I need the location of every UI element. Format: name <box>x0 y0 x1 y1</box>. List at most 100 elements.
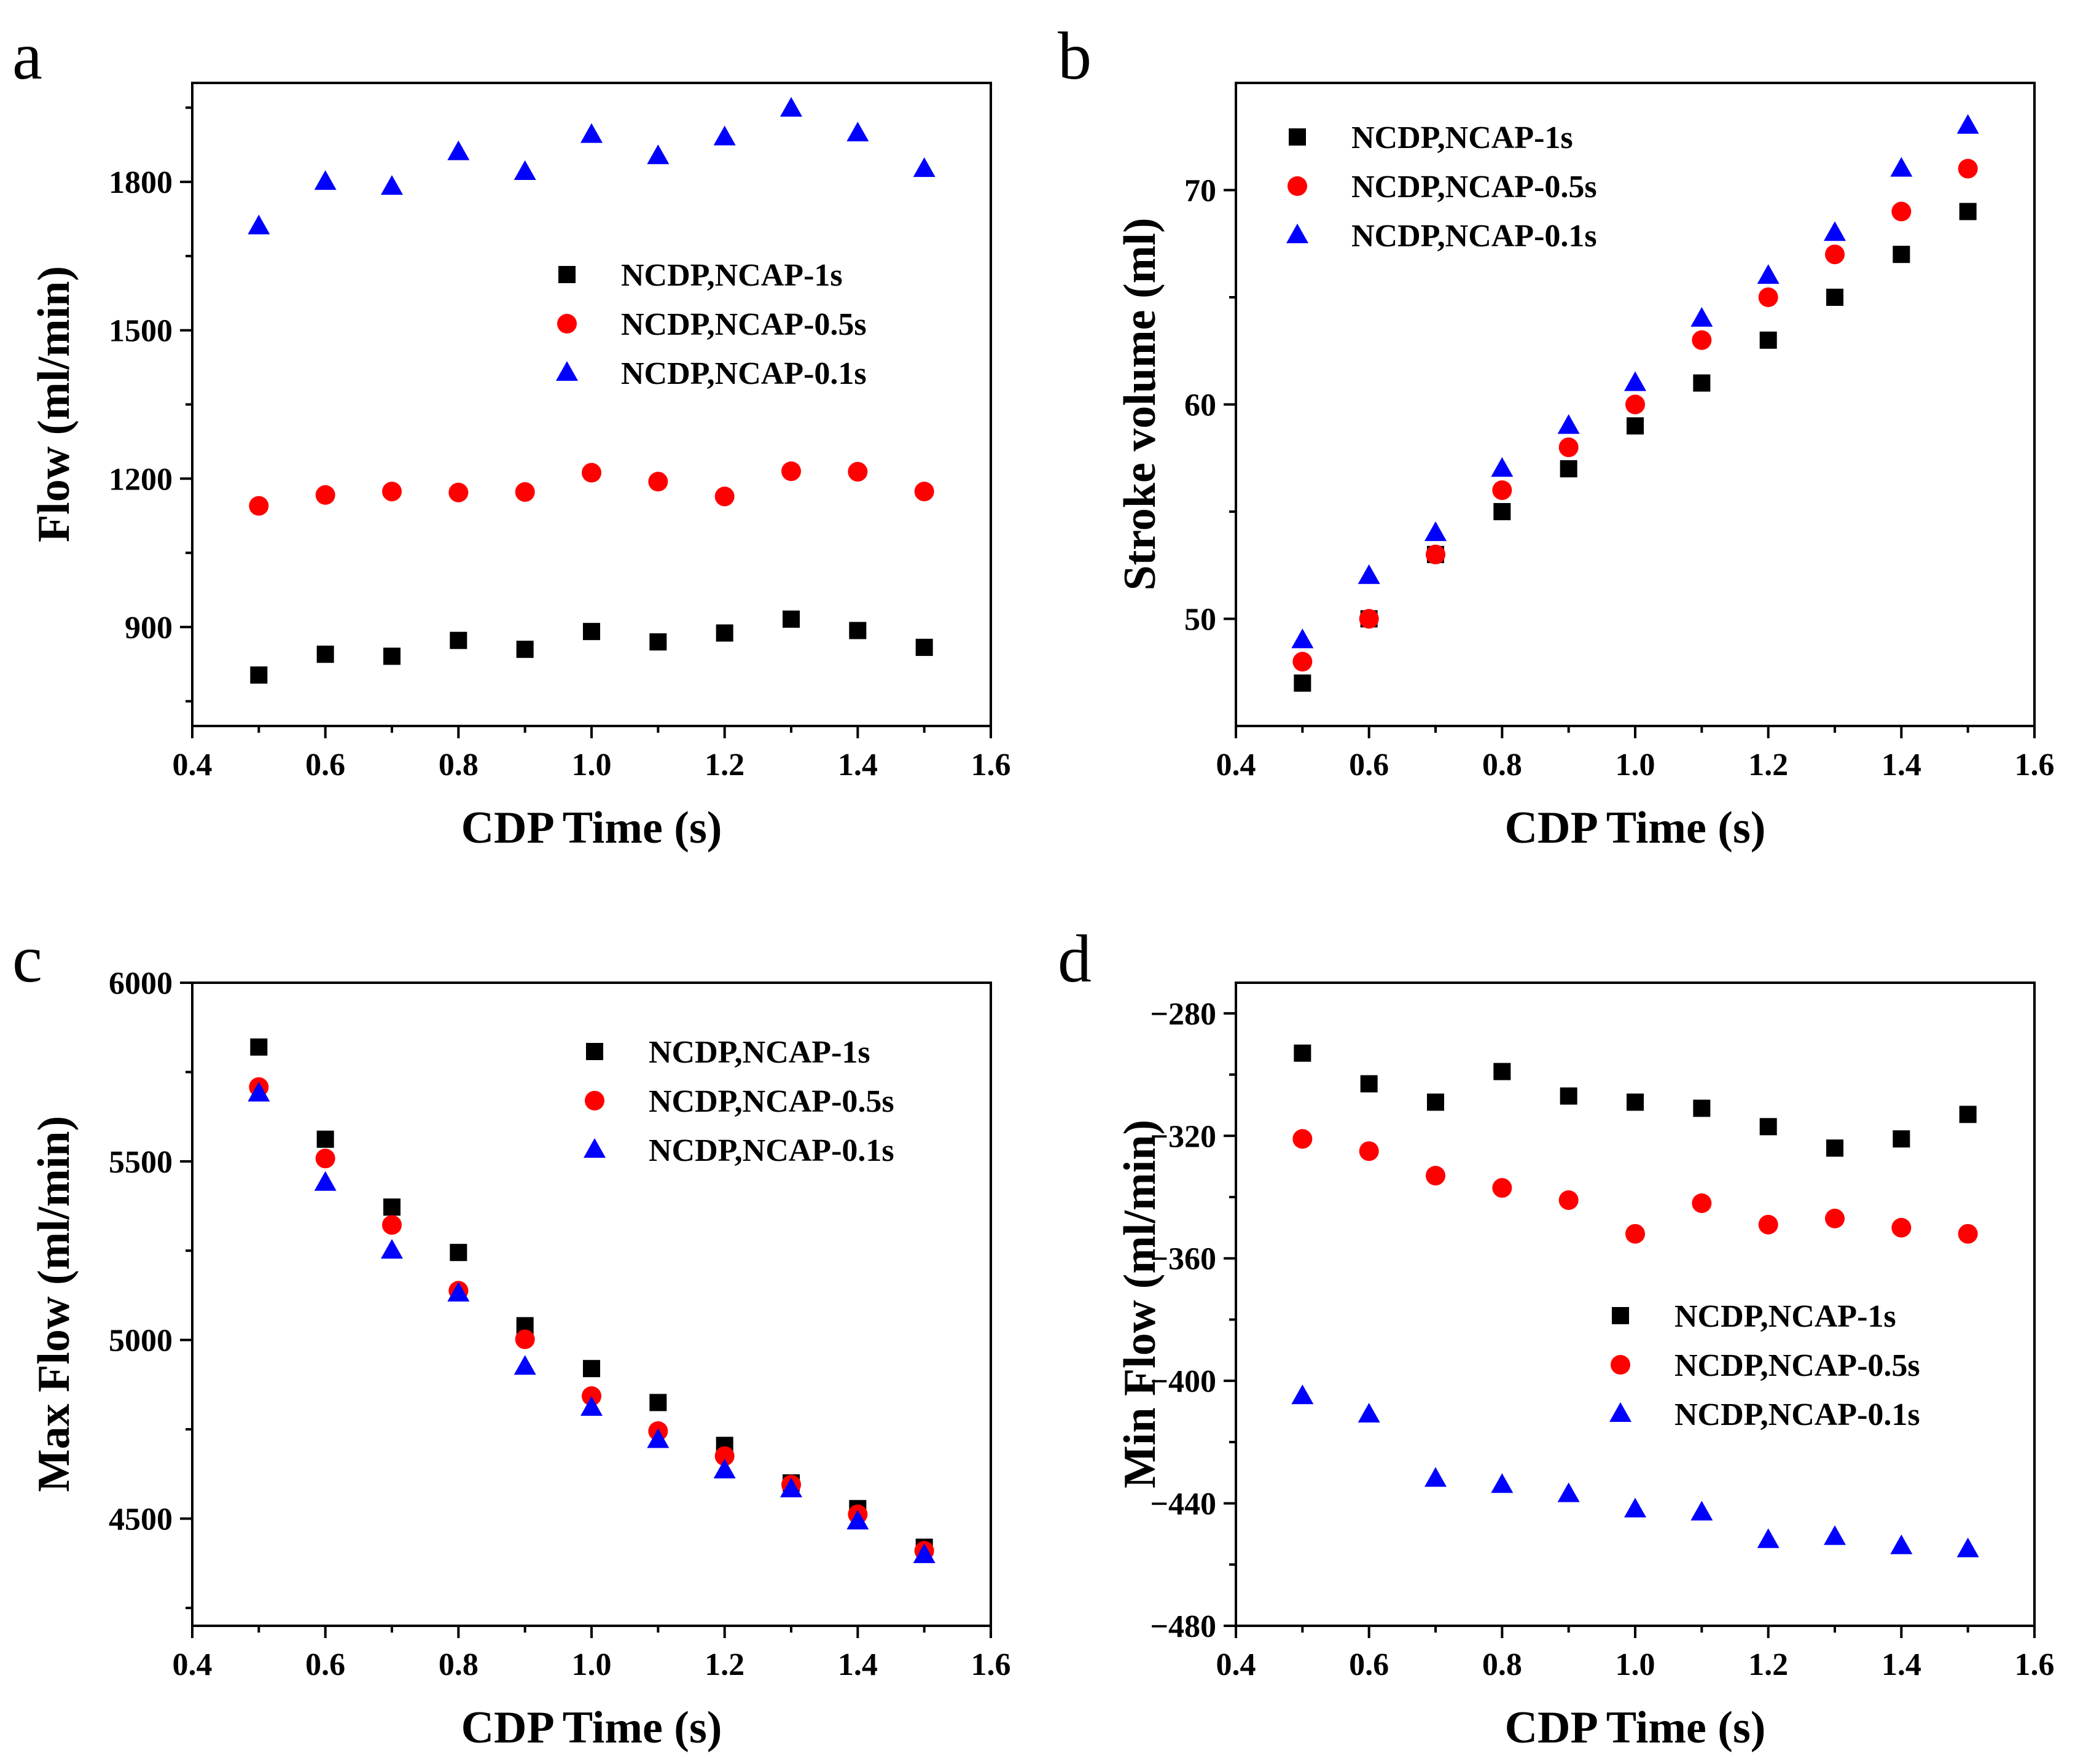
legend-marker-square <box>586 1043 603 1060</box>
data-point-square <box>383 1198 401 1216</box>
data-point-square <box>849 622 867 639</box>
data-point-triangle <box>647 144 670 165</box>
panel-letter-c: c <box>12 921 42 996</box>
legend-entry: NCDP,NCAP-0.1s <box>556 356 867 391</box>
data-point-circle <box>714 486 735 507</box>
legend: NCDP,NCAP-1s NCDP,NCAP-0.5s NCDP,NCAP-0.… <box>584 1035 894 1168</box>
data-point-circle <box>1891 1217 1912 1238</box>
legend-label: NCDP,NCAP-0.1s <box>1351 219 1597 254</box>
x-tick-label: 0.6 <box>305 1647 345 1682</box>
data-point-triangle <box>1424 521 1447 541</box>
legend-label: NCDP,NCAP-0.5s <box>621 307 867 342</box>
data-point-triangle <box>1624 1497 1646 1518</box>
legend-entry: NCDP,NCAP-0.1s <box>584 1133 894 1168</box>
data-point-circle <box>1958 1223 1978 1244</box>
y-axis-label: Stroke volume (ml) <box>1115 218 1165 591</box>
x-tick-label: 1.4 <box>1882 1647 1921 1682</box>
x-tick-label: 1.0 <box>1616 1647 1655 1682</box>
data-point-triangle <box>1557 414 1580 434</box>
panel-d: d 0.4 0.6 0.8 1.0 1.2 1.4 1.6 −280 −320 −360 −400 −… <box>1058 921 2055 1753</box>
data-point-square <box>1493 503 1511 520</box>
data-point-square <box>250 666 268 684</box>
legend-label: NCDP,NCAP-1s <box>621 258 843 293</box>
data-point-circle <box>714 1446 735 1466</box>
x-tick-label: 0.4 <box>173 747 213 782</box>
data-point-square <box>1693 1099 1711 1117</box>
data-point-triangle <box>846 122 869 142</box>
data-point-triangle <box>514 160 536 180</box>
x-tick-label: 0.6 <box>1349 747 1389 782</box>
data-point-triangle <box>580 123 603 143</box>
y-tick-label: 50 <box>1184 603 1216 638</box>
data-point-triangle <box>248 1082 270 1102</box>
data-point-square <box>716 624 733 642</box>
axis-ticks: 0.4 0.6 0.8 1.0 1.2 1.4 1.6 900 1200 1500 1800 <box>109 106 1011 782</box>
x-tick-label: 1.0 <box>1616 747 1655 782</box>
panel-letter-d: d <box>1058 921 1092 996</box>
x-axis-label: CDP Time (s) <box>1505 803 1766 853</box>
data-point-square <box>1627 417 1644 435</box>
data-points <box>1291 114 1979 692</box>
legend-marker-square <box>558 266 576 283</box>
legend-label: NCDP,NCAP-0.5s <box>1351 170 1597 205</box>
data-point-triangle <box>1757 1528 1780 1548</box>
x-tick-label: 1.0 <box>572 747 612 782</box>
data-point-square <box>383 647 401 665</box>
axis-ticks: 0.4 0.6 0.8 1.0 1.2 1.4 1.6 −280 −320 −360 −400 −44… <box>1150 997 2054 1682</box>
data-point-triangle <box>1757 264 1780 284</box>
data-point-circle <box>1492 1178 1512 1198</box>
x-tick-label: 0.8 <box>439 747 479 782</box>
data-point-triangle <box>1624 371 1646 391</box>
x-axis-label: CDP Time (s) <box>1505 1703 1766 1753</box>
data-point-circle <box>582 462 601 483</box>
data-point-square <box>1893 246 1910 263</box>
y-tick-label: 1500 <box>109 314 173 349</box>
legend-marker-circle <box>585 1091 604 1110</box>
legend-label: NCDP,NCAP-1s <box>1674 1299 1896 1334</box>
panel-b: b 0.4 0.6 0.8 1.0 1.2 1.4 1.6 50 60 70 CDP Time (… <box>1058 18 2055 853</box>
legend-label: NCDP,NCAP-0.5s <box>649 1084 894 1119</box>
legend-entry: NCDP,NCAP-1s <box>586 1035 870 1070</box>
data-point-square <box>583 1360 600 1378</box>
data-point-triangle <box>1956 1537 1979 1558</box>
data-point-circle <box>249 496 269 516</box>
data-point-triangle <box>913 157 936 178</box>
data-point-triangle <box>1557 1482 1580 1502</box>
data-point-square <box>1759 1118 1777 1136</box>
x-axis-label: CDP Time (s) <box>461 1703 722 1753</box>
x-tick-label: 0.8 <box>1482 747 1522 782</box>
legend-entry: NCDP,NCAP-1s <box>1612 1299 1896 1334</box>
legend-entry: NCDP,NCAP-0.5s <box>1288 170 1597 205</box>
data-point-circle <box>1825 244 1845 265</box>
x-tick-label: 1.2 <box>705 1647 744 1682</box>
legend-marker-square <box>1289 128 1306 146</box>
data-point-triangle <box>1690 306 1713 327</box>
legend-marker-circle <box>557 314 577 334</box>
data-point-circle <box>515 1329 535 1349</box>
data-point-square <box>783 611 800 628</box>
y-tick-label: −360 <box>1150 1242 1216 1277</box>
data-point-triangle <box>780 96 802 117</box>
legend-entry: NCDP,NCAP-0.5s <box>585 1084 894 1119</box>
data-point-square <box>1959 203 1977 221</box>
x-tick-label: 1.4 <box>1882 747 1921 782</box>
data-point-square <box>316 1130 334 1148</box>
panel-letter-a: a <box>12 18 42 93</box>
legend-entry: NCDP,NCAP-0.1s <box>1286 219 1597 254</box>
x-tick-label: 1.6 <box>971 1647 1011 1682</box>
legend-marker-square <box>586 1043 603 1060</box>
data-point-triangle <box>1491 1473 1514 1493</box>
data-point-square <box>1294 1044 1311 1062</box>
data-point-square <box>1693 374 1711 392</box>
data-point-circle <box>515 482 535 502</box>
data-point-square <box>1560 1087 1577 1105</box>
data-point-square <box>1294 674 1311 692</box>
legend-marker-circle <box>1288 176 1307 196</box>
legend-marker-circle <box>1611 1355 1630 1375</box>
legend-marker-triangle <box>556 361 578 381</box>
legend-marker-triangle <box>1286 224 1308 243</box>
data-point-triangle <box>514 1355 536 1375</box>
data-point-square <box>1427 1093 1444 1111</box>
data-point-triangle <box>381 175 403 195</box>
data-point-square <box>1493 1063 1511 1080</box>
